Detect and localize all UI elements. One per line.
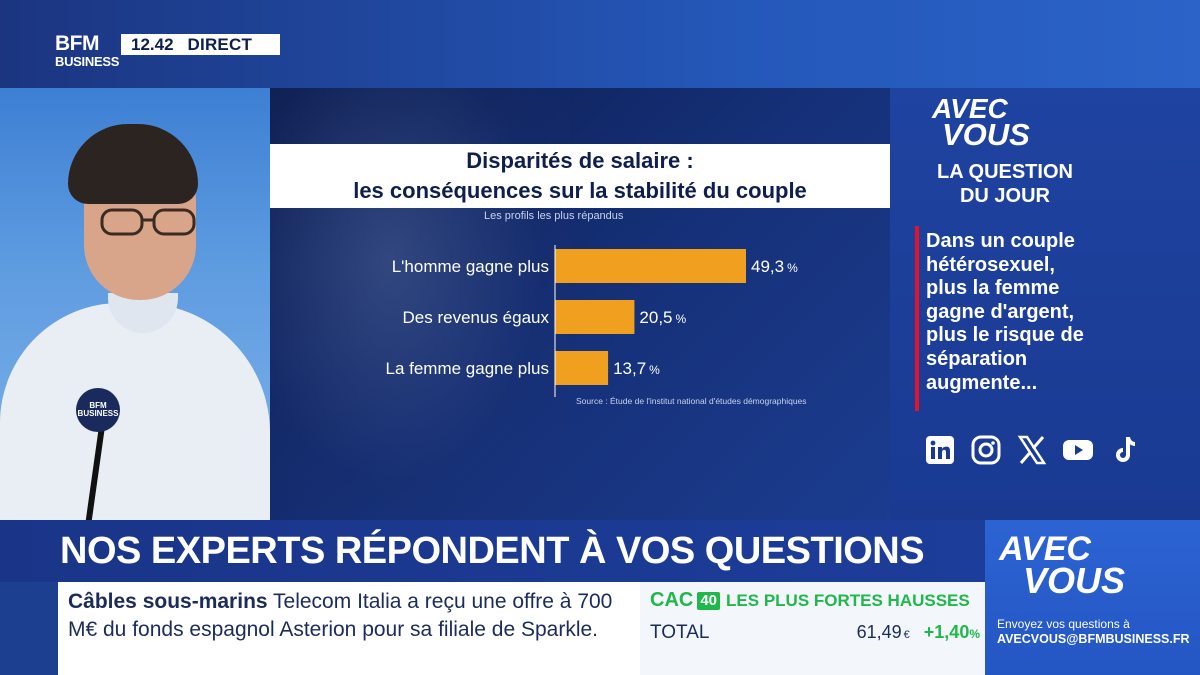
- presenter-hair: [68, 124, 198, 204]
- chart-title-line1: Disparités de salaire :: [466, 148, 694, 173]
- value-label: 13,7%: [613, 359, 660, 378]
- value-unit: %: [676, 312, 687, 326]
- question-sidebar: AVEC VOUS LA QUESTION DU JOUR Dans un co…: [890, 88, 1200, 520]
- brand-line2: VOUS: [942, 117, 1030, 153]
- category-label: La femme gagne plus: [386, 359, 550, 378]
- news-ticker: Câbles sous-marins Telecom Italia a reçu…: [58, 582, 640, 675]
- market-index: CAC: [650, 589, 694, 611]
- market-heading: CAC 40 LES PLUS FORTES HAUSSES: [650, 589, 970, 612]
- stock-price: 61,49: [856, 622, 902, 642]
- question-line: Dans un couple: [926, 230, 1075, 252]
- x-icon[interactable]: [1016, 434, 1048, 466]
- market-ticker: CAC 40 LES PLUS FORTES HAUSSES TOTAL 61,…: [640, 582, 985, 675]
- stock-change-unit: %: [969, 627, 980, 641]
- avec-vous-logo: AVEC VOUS: [999, 532, 1126, 601]
- stock-name: TOTAL: [650, 622, 710, 643]
- question-line: plus la femme: [926, 277, 1060, 300]
- ticker-text: Câbles sous-marins Telecom Italia a reçu…: [68, 588, 638, 644]
- stock-change: +1,40: [923, 622, 970, 642]
- ticker-keyword: Câbles sous-marins: [68, 590, 268, 613]
- headline-text: NOS EXPERTS RÉPONDENT À VOS QUESTIONS: [60, 530, 925, 572]
- category-label: Des revenus égaux: [403, 308, 550, 327]
- value-label: 20,5%: [639, 308, 686, 327]
- instagram-icon[interactable]: [970, 434, 1002, 466]
- question-line: gagne d'argent,: [926, 300, 1075, 323]
- brand-line1: AVEC: [932, 93, 1008, 124]
- chart-title-box: Disparités de salaire : les conséquences…: [270, 144, 890, 208]
- section-line2: DU JOUR: [959, 185, 1050, 207]
- logo-line2: BUSINESS: [55, 54, 120, 69]
- live-time-box: 12.42 DIRECT: [121, 34, 280, 55]
- value-unit: %: [649, 363, 660, 377]
- promo-brand-line1: AVEC: [999, 530, 1091, 568]
- linkedin-icon[interactable]: [924, 434, 956, 466]
- question-line: hétérosexuel,: [926, 253, 1055, 276]
- market-title: LES PLUS FORTES HAUSSES: [726, 590, 970, 610]
- bar: [555, 351, 609, 385]
- avec-vous-logo: AVEC VOUS: [932, 93, 1030, 153]
- headline-band: NOS EXPERTS RÉPONDENT À VOS QUESTIONS: [0, 520, 985, 582]
- category-label: L'homme gagne plus: [392, 257, 549, 276]
- promo-text: Envoyez vos questions à: [997, 617, 1130, 631]
- market-index-badge: 40: [697, 591, 721, 610]
- bar: [555, 300, 635, 334]
- logo-line1: BFM: [55, 32, 100, 55]
- glasses-icon: [100, 208, 196, 236]
- question-line: séparation: [926, 347, 1028, 370]
- tiktok-icon[interactable]: [1108, 434, 1140, 466]
- question-line: augmente...: [926, 371, 1038, 394]
- chart-source: Source : Étude de l'institut national d'…: [576, 396, 807, 406]
- chart-subtitle: Les profils les plus répandus: [484, 210, 624, 222]
- youtube-icon[interactable]: [1062, 434, 1094, 466]
- promo-brand-line2: VOUS: [1023, 559, 1126, 601]
- question-text: Dans un couple hétérosexuel, plus la fem…: [926, 230, 1156, 395]
- value-unit: %: [787, 261, 798, 275]
- live-label: DIRECT: [187, 34, 253, 54]
- question-line: plus le risque de: [926, 324, 1084, 347]
- promo-email[interactable]: AVECVOUS@BFMBUSINESS.FR: [997, 632, 1190, 646]
- microphone-icon: BFM BUSINESS: [76, 388, 120, 432]
- top-band: BFM BUSINESS 12.42 DIRECT: [0, 0, 1200, 88]
- chart-title-line2: les conséquences sur la stabilité du cou…: [353, 178, 807, 203]
- clock-time: 12.42: [131, 34, 174, 54]
- section-line1: LA QUESTION: [937, 161, 1073, 183]
- bfm-business-logo: BFM BUSINESS: [55, 32, 120, 73]
- bar-chart: L'homme gagne plus 49,3 % Des revenus égaux…: [386, 245, 798, 397]
- chart-panel: Disparités de salaire : les conséquences…: [270, 88, 890, 520]
- red-accent-rule: [915, 226, 919, 411]
- bar: [555, 249, 746, 283]
- presenter-shirt: [0, 303, 270, 520]
- ticker-body: Telecom Italia a reçu une offre à 700 M€…: [68, 590, 613, 641]
- chart-title: Disparités de salaire : les conséquences…: [270, 144, 890, 206]
- social-icons: [924, 434, 1144, 466]
- stock-currency: €: [903, 629, 910, 641]
- avec-vous-promo: AVEC VOUS Envoyez vos questions à AVECVO…: [985, 520, 1200, 675]
- value-label: 49,3%: [751, 257, 798, 276]
- question-du-jour-heading: LA QUESTION DU JOUR: [890, 160, 1120, 208]
- market-row: TOTAL 61,49 € +1,40 %: [650, 622, 980, 644]
- studio-video: BFM BUSINESS: [0, 88, 270, 520]
